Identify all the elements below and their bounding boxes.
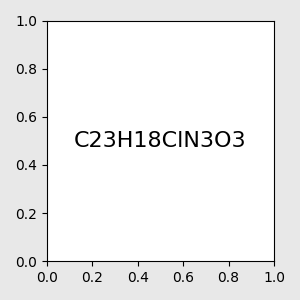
- Text: C23H18ClN3O3: C23H18ClN3O3: [74, 131, 247, 151]
